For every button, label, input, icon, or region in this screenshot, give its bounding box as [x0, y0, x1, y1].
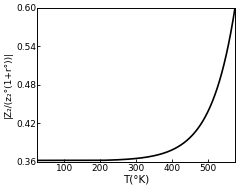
Y-axis label: |Z₂/(z₂°(1+r°))|: |Z₂/(z₂°(1+r°))|: [4, 51, 13, 118]
X-axis label: T(°K): T(°K): [123, 175, 149, 185]
